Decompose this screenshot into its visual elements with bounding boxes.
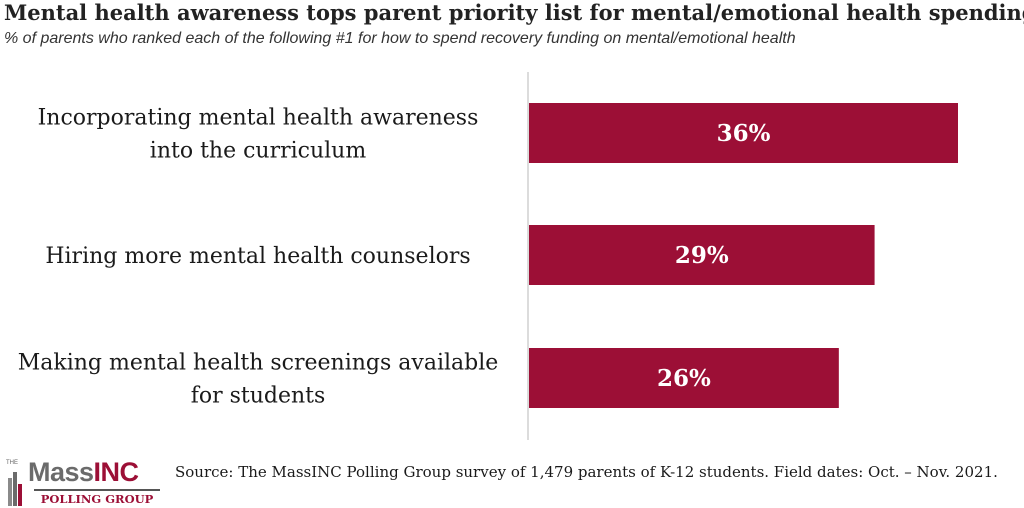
bar-chart: 36% Incorporating mental health awareness… <box>18 72 958 440</box>
logo-the-text: THE <box>6 460 18 466</box>
logo-inc-text: INC <box>93 457 140 487</box>
logo-polling-group-text: POLLING GROUP <box>34 489 160 506</box>
source-note: Source: The MassINC Polling Group survey… <box>175 463 998 481</box>
category-label-1-line-2: into the curriculum <box>150 139 367 164</box>
logo-wordmark: MassINC <box>28 457 139 487</box>
logo-mass-text: Mass <box>28 457 94 487</box>
category-label-3-line-1: Making mental health screenings availabl… <box>18 351 499 376</box>
category-label-2-line-1: Hiring more mental health counselors <box>45 244 470 269</box>
data-label-1: 36% <box>717 120 771 147</box>
data-label-3: 26% <box>657 365 711 392</box>
bar-1 <box>529 103 958 163</box>
logo-bars-icon <box>8 472 22 506</box>
massinc-logo: THE MassINC POLLING GROUP <box>4 457 164 506</box>
category-label-3-line-2: for students <box>191 384 326 409</box>
chart-subtitle: % of parents who ranked each of the foll… <box>4 30 796 47</box>
category-label-1-line-1: Incorporating mental health awareness <box>38 106 479 131</box>
bar-2 <box>529 225 875 285</box>
bar-3 <box>529 348 839 408</box>
chart-title: Mental health awareness tops parent prio… <box>4 0 1024 25</box>
data-label-2: 29% <box>675 242 729 269</box>
